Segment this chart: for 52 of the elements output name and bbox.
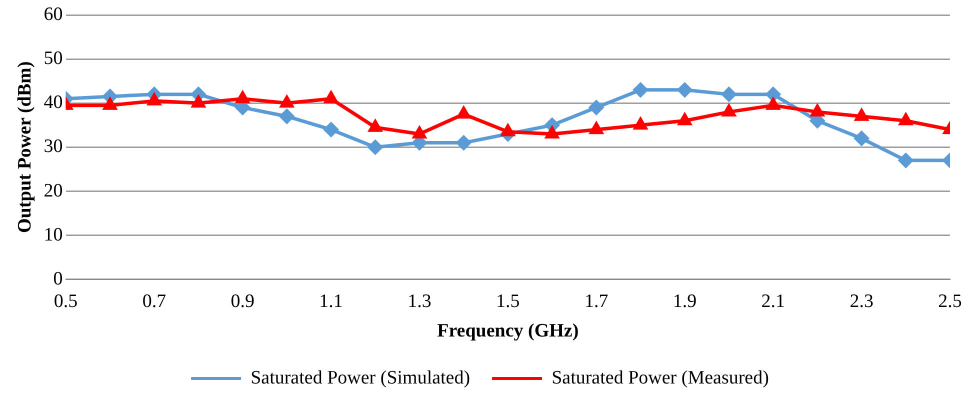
point bbox=[368, 140, 383, 154]
x-tick-label: 2.1 bbox=[761, 290, 786, 312]
point bbox=[280, 109, 294, 124]
point bbox=[855, 109, 868, 121]
x-tick-label: 0.9 bbox=[230, 290, 255, 312]
point bbox=[854, 131, 869, 146]
x-axis-title: Frequency (GHz) bbox=[437, 320, 579, 342]
point bbox=[677, 82, 692, 98]
point bbox=[722, 87, 736, 102]
point bbox=[368, 120, 382, 132]
point bbox=[810, 104, 824, 116]
point bbox=[589, 100, 604, 115]
y-tick-label: 30 bbox=[44, 136, 63, 158]
point bbox=[324, 91, 338, 104]
point bbox=[678, 114, 692, 126]
point bbox=[236, 91, 250, 104]
point bbox=[456, 136, 471, 150]
point bbox=[899, 114, 912, 126]
point bbox=[898, 153, 914, 168]
x-tick-label: 2.5 bbox=[938, 290, 962, 312]
x-tick-label: 1.7 bbox=[584, 290, 608, 312]
x-tick-label: 2.3 bbox=[850, 290, 874, 312]
y-tick-label: 60 bbox=[44, 4, 63, 25]
x-tick-label: 0.5 bbox=[54, 290, 78, 312]
y-tick-label: 10 bbox=[44, 224, 63, 246]
y-tick-label: 50 bbox=[44, 48, 63, 70]
point bbox=[590, 122, 603, 134]
x-tick-label: 1.9 bbox=[672, 290, 697, 312]
y-tick-label: 20 bbox=[44, 180, 63, 202]
legend-label: Saturated Power (Simulated) bbox=[250, 367, 470, 388]
point bbox=[324, 122, 338, 137]
y-axis-title: Output Power (dBm) bbox=[14, 61, 36, 234]
point bbox=[412, 126, 426, 138]
y-tick-label: 0 bbox=[53, 268, 63, 290]
x-tick-label: 1.5 bbox=[496, 290, 520, 312]
point bbox=[457, 106, 470, 119]
x-tick-label: 0.7 bbox=[142, 290, 166, 312]
point bbox=[722, 104, 736, 116]
point bbox=[501, 124, 514, 136]
point bbox=[633, 82, 648, 98]
point bbox=[148, 94, 161, 106]
point bbox=[192, 96, 205, 108]
x-tick-label: 1.1 bbox=[319, 290, 343, 312]
y-tick-label: 40 bbox=[44, 92, 63, 114]
point bbox=[103, 98, 117, 110]
point bbox=[766, 98, 780, 110]
legend-label: Saturated Power (Measured) bbox=[552, 367, 769, 388]
point bbox=[546, 126, 559, 138]
point bbox=[280, 96, 294, 108]
x-tick-label: 1.3 bbox=[408, 290, 432, 312]
point bbox=[634, 118, 648, 130]
point bbox=[766, 87, 780, 102]
